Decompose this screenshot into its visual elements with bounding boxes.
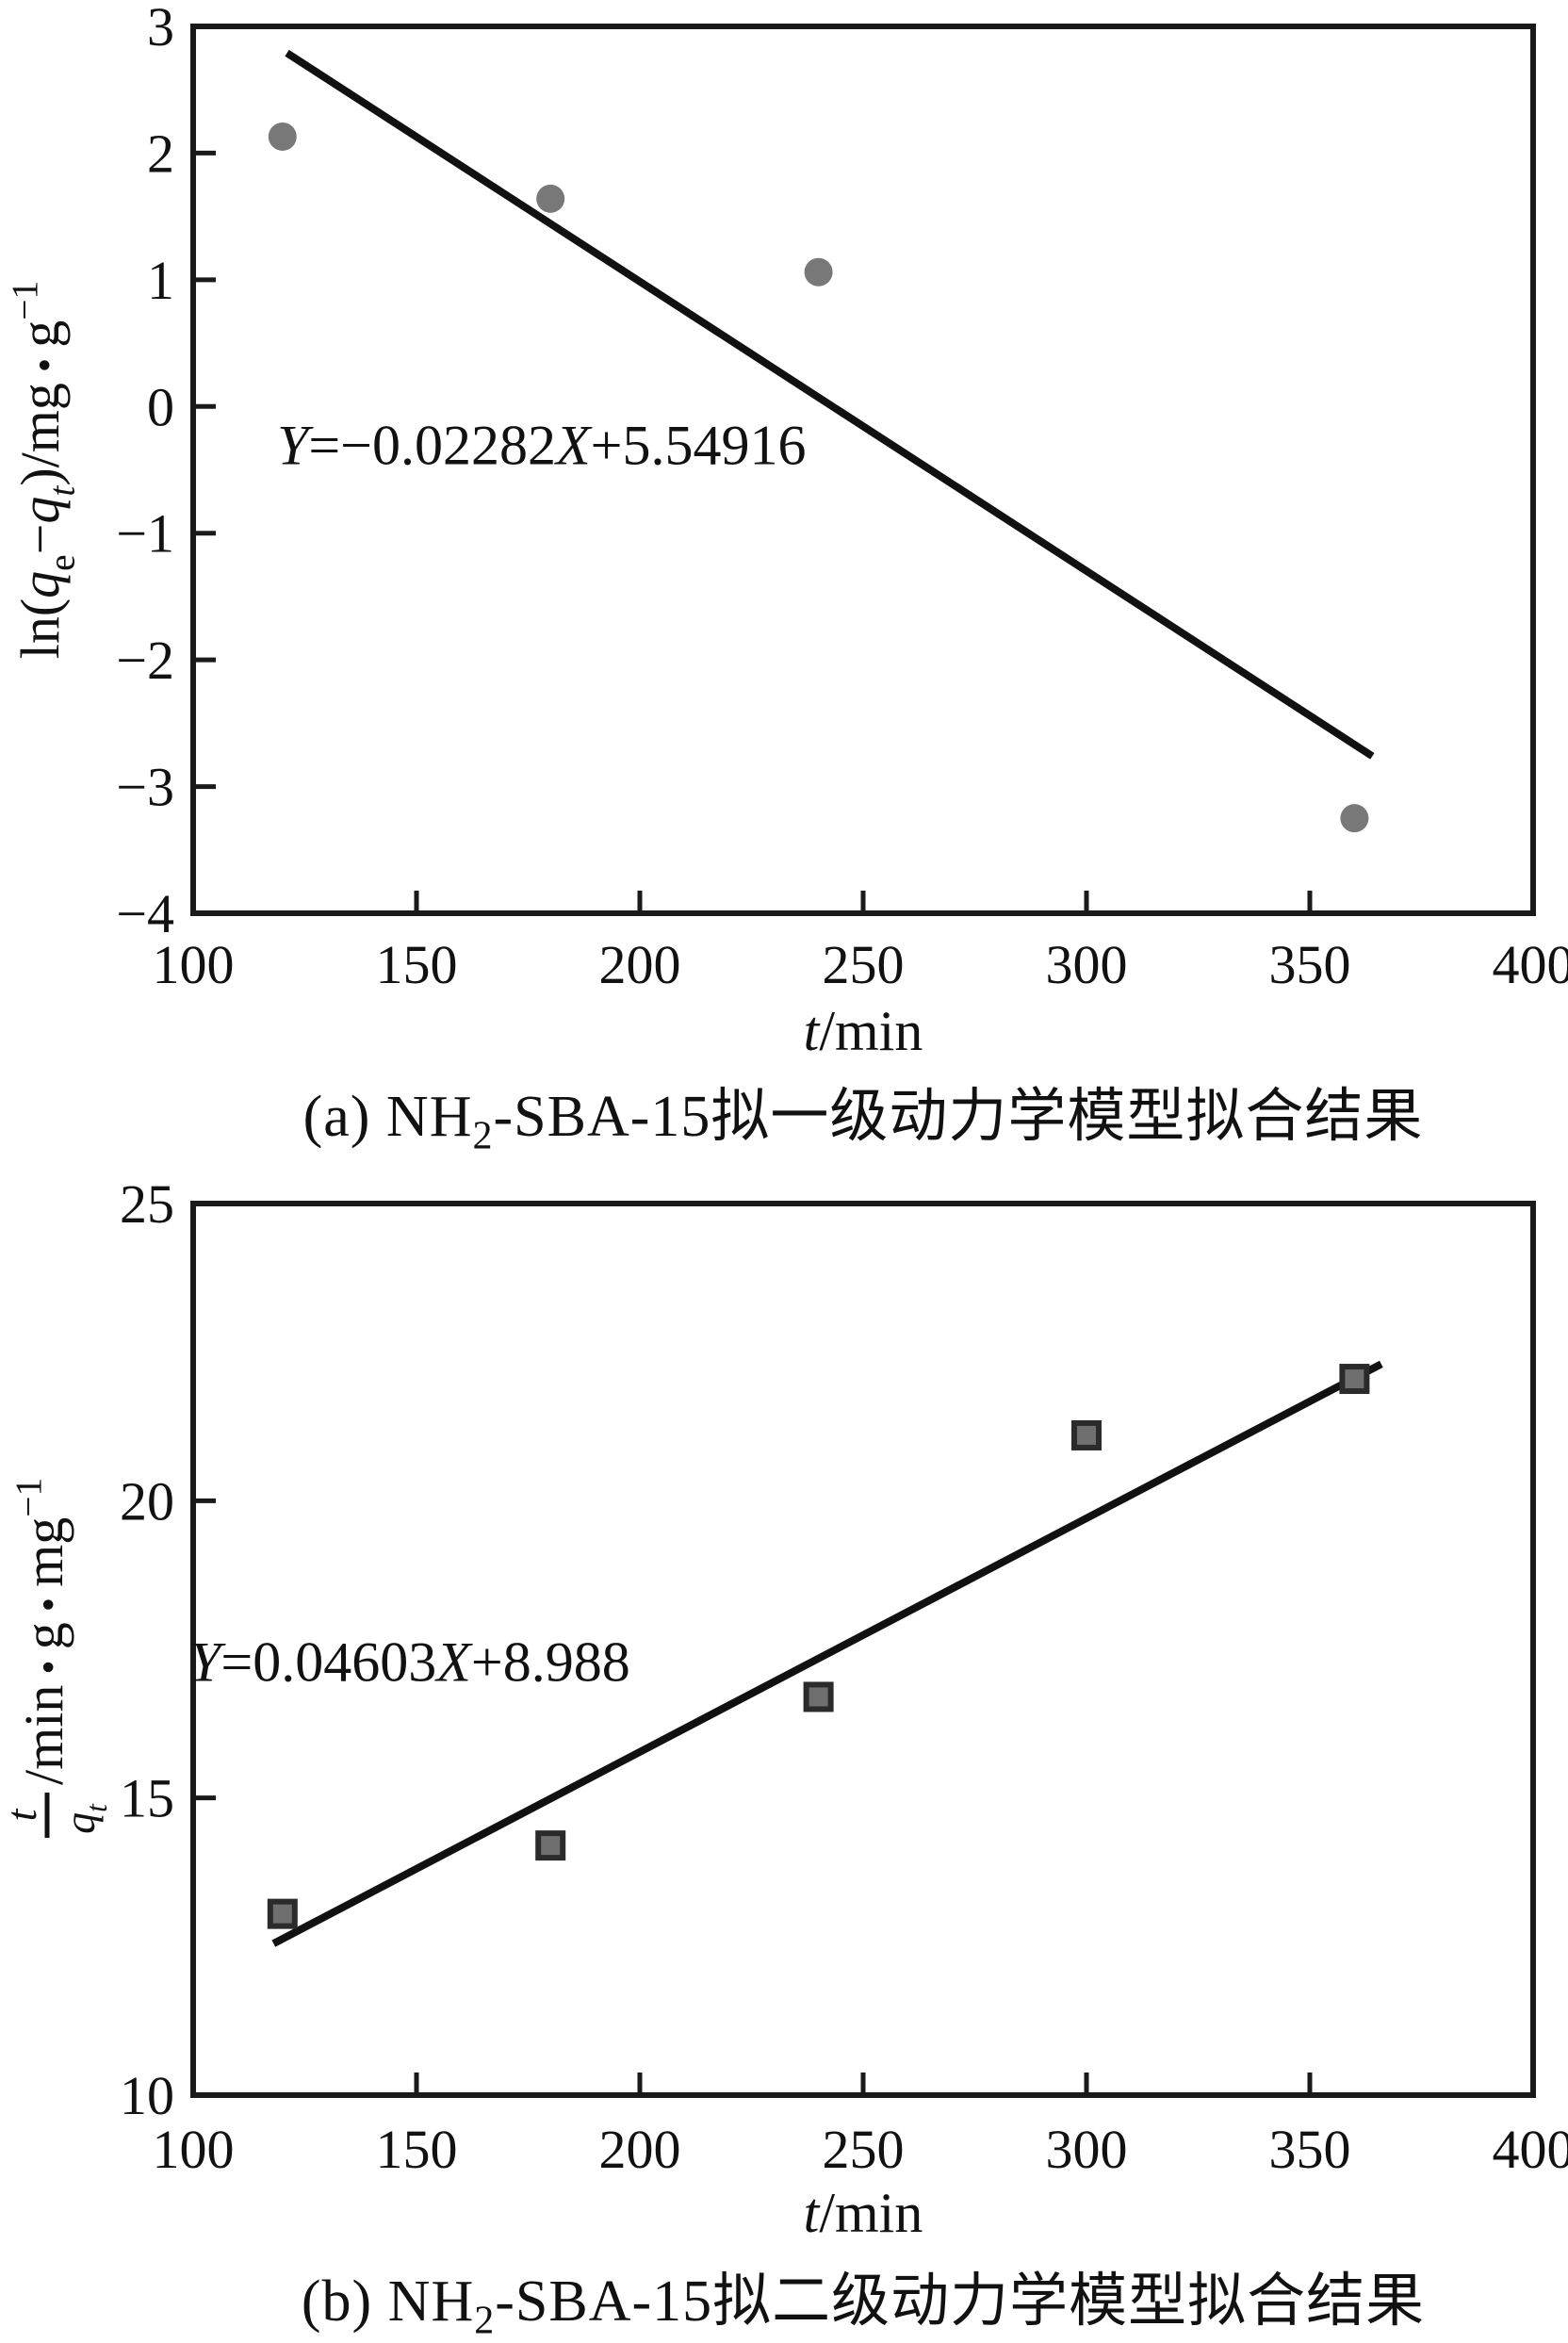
data-point xyxy=(807,1684,831,1709)
y-tick-label: −1 xyxy=(116,503,174,565)
y-axis-title-a: ln(qe−qt)/mg • g−1 xyxy=(4,281,82,660)
x-tick-label: 200 xyxy=(599,934,681,995)
y-tick-label: 1 xyxy=(147,250,174,311)
data-points-a xyxy=(269,123,1369,832)
x-tick-label: 400 xyxy=(1493,2119,1568,2180)
y-tick-label: −4 xyxy=(116,883,174,944)
caption-subscript: 2 xyxy=(474,2299,495,2342)
y-tick-label: −2 xyxy=(116,630,174,691)
x-axis-title-a: t/min xyxy=(804,1000,923,1062)
data-point xyxy=(805,258,833,287)
x-tick-label: 300 xyxy=(1046,2119,1128,2180)
y-tick-label: −3 xyxy=(116,757,174,818)
x-tick-label: 150 xyxy=(376,934,458,995)
fraction-numerator: t xyxy=(0,1808,45,1821)
y-tick-label: 20 xyxy=(120,1470,174,1532)
x-tick-label: 350 xyxy=(1269,934,1351,995)
data-point xyxy=(536,185,564,213)
equation-label-a: Y=−0.02282X+5.54916 xyxy=(277,415,807,477)
data-point xyxy=(269,123,297,151)
caption-panel-b: (b) NH2-SBA-15拟二级动力学模型拟合结果 xyxy=(193,2253,1533,2343)
x-tick-label: 300 xyxy=(1046,934,1128,995)
chart-panel-b: 100 150 200 250 300 350 400 25 20 15 10 Y=0.04603X+… xyxy=(0,1173,1568,2244)
x-axis-title-b: t/min xyxy=(804,2182,923,2244)
x-tick-label: 250 xyxy=(823,2119,905,2180)
fraction-denominator: qt xyxy=(56,1803,113,1834)
y-tick-label: 25 xyxy=(120,1173,174,1235)
y-axis-units: /min • g • mg−1 xyxy=(8,1478,74,1785)
x-tick-label: 400 xyxy=(1493,934,1568,995)
x-tick-label: 100 xyxy=(153,2119,235,2180)
x-tick-label: 150 xyxy=(376,2119,458,2180)
data-point xyxy=(270,1902,295,1926)
y-tick-label: 3 xyxy=(147,0,174,57)
y-tick-label: 15 xyxy=(120,1768,174,1829)
x-tick-label: 350 xyxy=(1269,2119,1351,2180)
x-tick-label: 200 xyxy=(599,2119,681,2180)
y-tick-label: 10 xyxy=(120,2065,174,2126)
x-tick-label: 250 xyxy=(823,934,905,995)
caption-subscript: 2 xyxy=(472,1114,493,1157)
data-point xyxy=(1074,1423,1099,1448)
y-tick-label: 0 xyxy=(147,376,174,437)
fit-line-a xyxy=(287,53,1373,756)
data-point xyxy=(538,1833,563,1858)
equation-label-b: Y=0.04603X+8.988 xyxy=(189,1631,630,1694)
caption-panel-a: (a) NH2-SBA-15拟一级动力学模型拟合结果 xyxy=(193,1068,1533,1158)
data-point xyxy=(1340,804,1368,832)
y-tick-label: 2 xyxy=(147,123,174,184)
data-point xyxy=(1342,1367,1366,1391)
